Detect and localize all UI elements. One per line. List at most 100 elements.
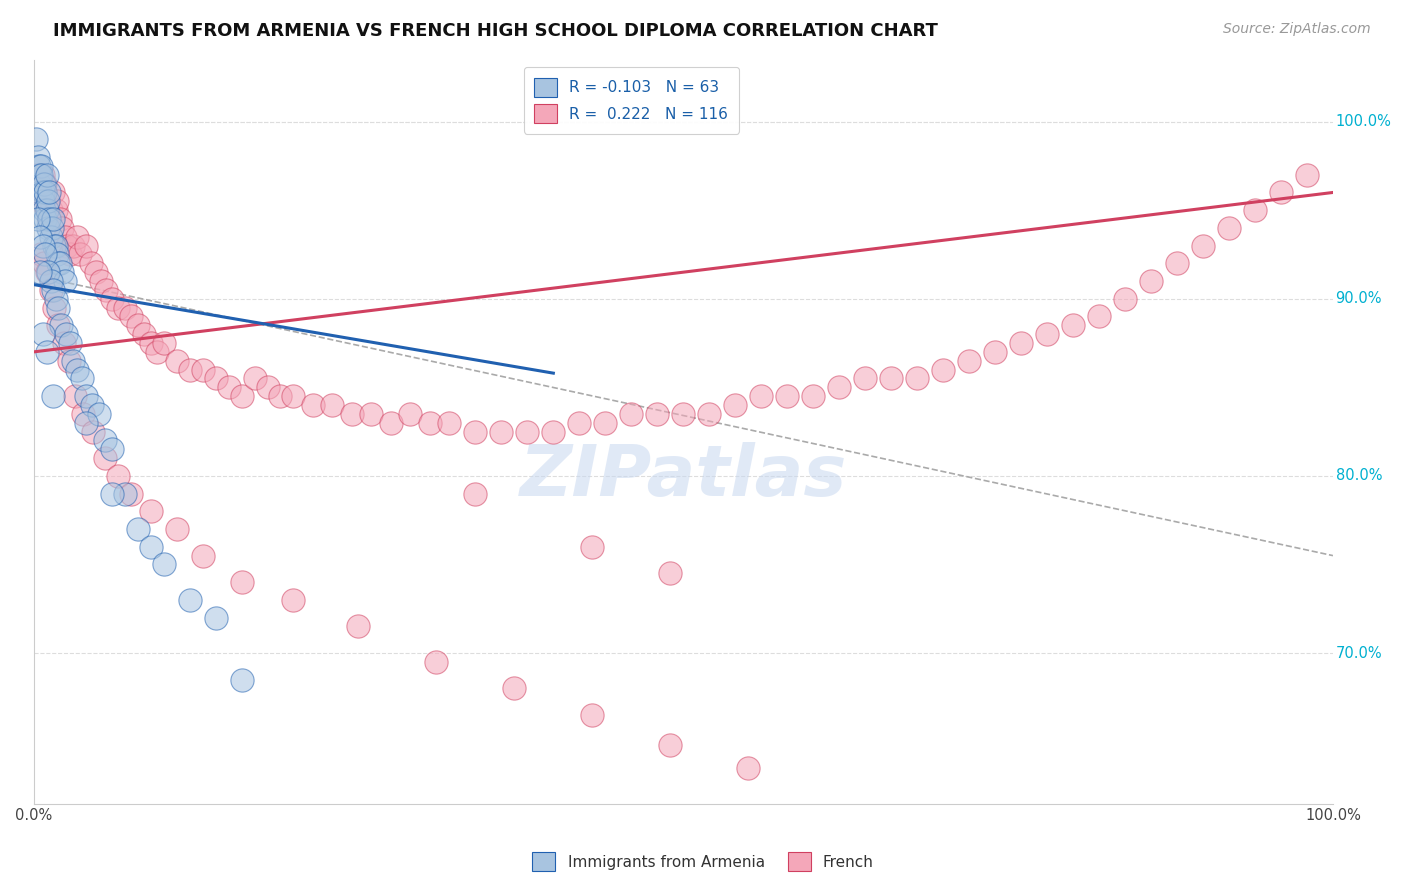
Point bbox=[100, 292, 122, 306]
Point bbox=[38, 186, 60, 200]
Point bbox=[90, 274, 112, 288]
Point bbox=[853, 371, 876, 385]
Point bbox=[70, 371, 93, 385]
Point bbox=[39, 203, 62, 218]
Point bbox=[218, 380, 240, 394]
Point bbox=[464, 425, 486, 439]
Point bbox=[32, 177, 55, 191]
Point bbox=[139, 504, 162, 518]
Point bbox=[146, 344, 169, 359]
Point bbox=[56, 238, 79, 252]
Point bbox=[581, 540, 603, 554]
Point bbox=[139, 336, 162, 351]
Point bbox=[39, 274, 62, 288]
Point bbox=[659, 566, 682, 581]
Point bbox=[38, 212, 60, 227]
Point bbox=[1296, 168, 1319, 182]
Point bbox=[45, 238, 67, 252]
Point bbox=[52, 336, 75, 351]
Point bbox=[503, 681, 526, 696]
Point bbox=[53, 229, 76, 244]
Point bbox=[75, 238, 97, 252]
Point bbox=[100, 486, 122, 500]
Point bbox=[44, 301, 66, 315]
Point bbox=[59, 336, 82, 351]
Point bbox=[96, 283, 118, 297]
Point bbox=[347, 619, 370, 633]
Point bbox=[48, 212, 70, 227]
Point bbox=[28, 159, 51, 173]
Point bbox=[30, 229, 52, 244]
Point bbox=[37, 220, 59, 235]
Point bbox=[35, 168, 58, 182]
Point bbox=[1270, 186, 1292, 200]
Point bbox=[127, 522, 149, 536]
Point bbox=[957, 353, 980, 368]
Point bbox=[30, 247, 52, 261]
Point bbox=[516, 425, 538, 439]
Point bbox=[34, 186, 56, 200]
Text: Source: ZipAtlas.com: Source: ZipAtlas.com bbox=[1223, 22, 1371, 37]
Point bbox=[191, 362, 214, 376]
Point bbox=[27, 150, 49, 164]
Point bbox=[120, 486, 142, 500]
Point bbox=[42, 283, 65, 297]
Point bbox=[31, 327, 53, 342]
Point bbox=[30, 159, 52, 173]
Point bbox=[243, 371, 266, 385]
Point bbox=[659, 738, 682, 752]
Point bbox=[49, 318, 72, 333]
Point bbox=[340, 407, 363, 421]
Legend: Immigrants from Armenia, French: Immigrants from Armenia, French bbox=[526, 847, 880, 877]
Point bbox=[152, 558, 174, 572]
Point bbox=[44, 238, 66, 252]
Point bbox=[39, 229, 62, 244]
Point bbox=[48, 256, 70, 270]
Point bbox=[568, 416, 591, 430]
Point bbox=[75, 389, 97, 403]
Point bbox=[94, 451, 117, 466]
Point bbox=[269, 389, 291, 403]
Point bbox=[360, 407, 382, 421]
Point bbox=[38, 212, 60, 227]
Point bbox=[65, 362, 87, 376]
Point bbox=[59, 247, 82, 261]
Point bbox=[84, 265, 107, 279]
Point bbox=[127, 318, 149, 333]
Point bbox=[46, 194, 69, 209]
Point bbox=[1140, 274, 1163, 288]
Point bbox=[1114, 292, 1136, 306]
Point bbox=[30, 186, 52, 200]
Point bbox=[34, 212, 56, 227]
Point bbox=[46, 247, 69, 261]
Point bbox=[35, 203, 58, 218]
Point bbox=[491, 425, 513, 439]
Point bbox=[880, 371, 903, 385]
Point bbox=[724, 398, 747, 412]
Point bbox=[34, 247, 56, 261]
Point bbox=[27, 177, 49, 191]
Point bbox=[25, 132, 48, 146]
Point bbox=[30, 194, 52, 209]
Point bbox=[283, 593, 305, 607]
Point bbox=[30, 186, 52, 200]
Point bbox=[595, 416, 617, 430]
Point bbox=[107, 469, 129, 483]
Point bbox=[31, 168, 53, 182]
Point bbox=[1244, 203, 1267, 218]
Point bbox=[179, 362, 201, 376]
Point bbox=[166, 522, 188, 536]
Point bbox=[399, 407, 422, 421]
Point bbox=[62, 238, 84, 252]
Point bbox=[45, 292, 67, 306]
Point bbox=[152, 336, 174, 351]
Point bbox=[32, 186, 55, 200]
Point bbox=[749, 389, 772, 403]
Point bbox=[737, 761, 759, 775]
Point bbox=[1088, 310, 1111, 324]
Point bbox=[46, 301, 69, 315]
Point bbox=[51, 265, 73, 279]
Point bbox=[65, 229, 87, 244]
Text: 100.0%: 100.0% bbox=[1336, 114, 1392, 129]
Point bbox=[114, 301, 136, 315]
